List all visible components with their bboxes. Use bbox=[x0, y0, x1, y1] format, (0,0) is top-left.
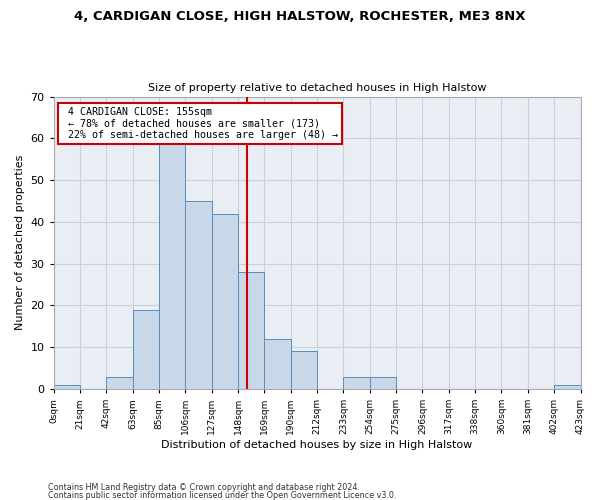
Bar bbox=[265, 339, 291, 389]
Bar bbox=[291, 352, 317, 389]
Text: 4 CARDIGAN CLOSE: 155sqm
 ← 78% of detached houses are smaller (173)
 22% of sem: 4 CARDIGAN CLOSE: 155sqm ← 78% of detach… bbox=[62, 107, 338, 140]
Title: Size of property relative to detached houses in High Halstow: Size of property relative to detached ho… bbox=[148, 83, 487, 93]
Bar bbox=[238, 272, 265, 389]
Bar bbox=[159, 142, 185, 389]
Bar bbox=[133, 310, 159, 389]
Bar bbox=[185, 201, 212, 389]
Text: 4, CARDIGAN CLOSE, HIGH HALSTOW, ROCHESTER, ME3 8NX: 4, CARDIGAN CLOSE, HIGH HALSTOW, ROCHEST… bbox=[74, 10, 526, 23]
Bar bbox=[343, 376, 370, 389]
Text: Contains HM Land Registry data © Crown copyright and database right 2024.: Contains HM Land Registry data © Crown c… bbox=[48, 484, 360, 492]
Bar bbox=[54, 385, 80, 389]
Bar bbox=[370, 376, 396, 389]
Bar bbox=[106, 376, 133, 389]
Y-axis label: Number of detached properties: Number of detached properties bbox=[15, 155, 25, 330]
Bar bbox=[554, 385, 581, 389]
Bar bbox=[212, 214, 238, 389]
X-axis label: Distribution of detached houses by size in High Halstow: Distribution of detached houses by size … bbox=[161, 440, 473, 450]
Text: Contains public sector information licensed under the Open Government Licence v3: Contains public sector information licen… bbox=[48, 490, 397, 500]
